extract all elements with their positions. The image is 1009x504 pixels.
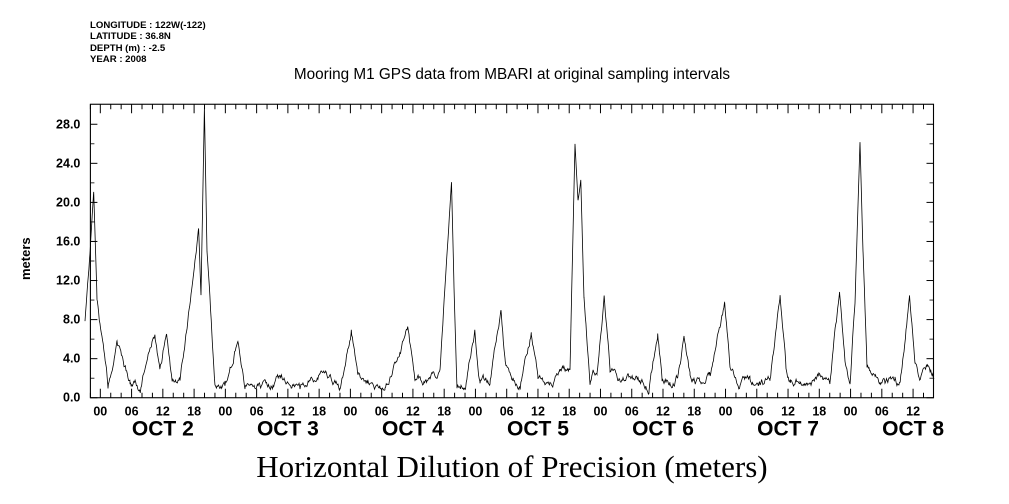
svg-text:18: 18 [562,405,576,419]
svg-text:OCT 5: OCT 5 [507,418,569,441]
svg-text:12: 12 [156,405,170,419]
svg-text:06: 06 [625,405,639,419]
svg-text:8.0: 8.0 [63,313,80,327]
svg-text:OCT 7: OCT 7 [757,418,819,441]
svg-text:OCT 2: OCT 2 [132,418,194,441]
svg-text:12: 12 [281,405,295,419]
svg-text:0.0: 0.0 [63,391,80,405]
svg-text:12: 12 [781,405,795,419]
svg-text:00: 00 [218,405,232,419]
svg-text:OCT 4: OCT 4 [382,418,444,441]
svg-text:06: 06 [500,405,514,419]
svg-text:06: 06 [750,405,764,419]
svg-text:00: 00 [343,405,357,419]
svg-text:18: 18 [812,405,826,419]
svg-text:OCT 8: OCT 8 [882,418,944,441]
svg-text:28.0: 28.0 [56,117,80,131]
svg-text:00: 00 [844,405,858,419]
svg-text:18: 18 [687,405,701,419]
svg-text:00: 00 [594,405,608,419]
svg-text:12.0: 12.0 [56,274,80,288]
svg-text:OCT 3: OCT 3 [257,418,319,441]
svg-text:00: 00 [468,405,482,419]
svg-text:18: 18 [187,405,201,419]
svg-text:00: 00 [93,405,107,419]
svg-text:16.0: 16.0 [56,234,80,248]
svg-text:06: 06 [875,405,889,419]
svg-text:18: 18 [312,405,326,419]
svg-text:12: 12 [531,405,545,419]
svg-text:06: 06 [125,405,139,419]
svg-text:20.0: 20.0 [56,195,80,209]
svg-text:OCT 6: OCT 6 [632,418,694,441]
svg-text:00: 00 [719,405,733,419]
svg-text:06: 06 [250,405,264,419]
svg-text:12: 12 [656,405,670,419]
svg-text:12: 12 [406,405,420,419]
svg-text:12: 12 [906,405,920,419]
svg-text:4.0: 4.0 [63,352,80,366]
svg-text:18: 18 [437,405,451,419]
svg-text:24.0: 24.0 [56,156,80,170]
svg-text:06: 06 [375,405,389,419]
